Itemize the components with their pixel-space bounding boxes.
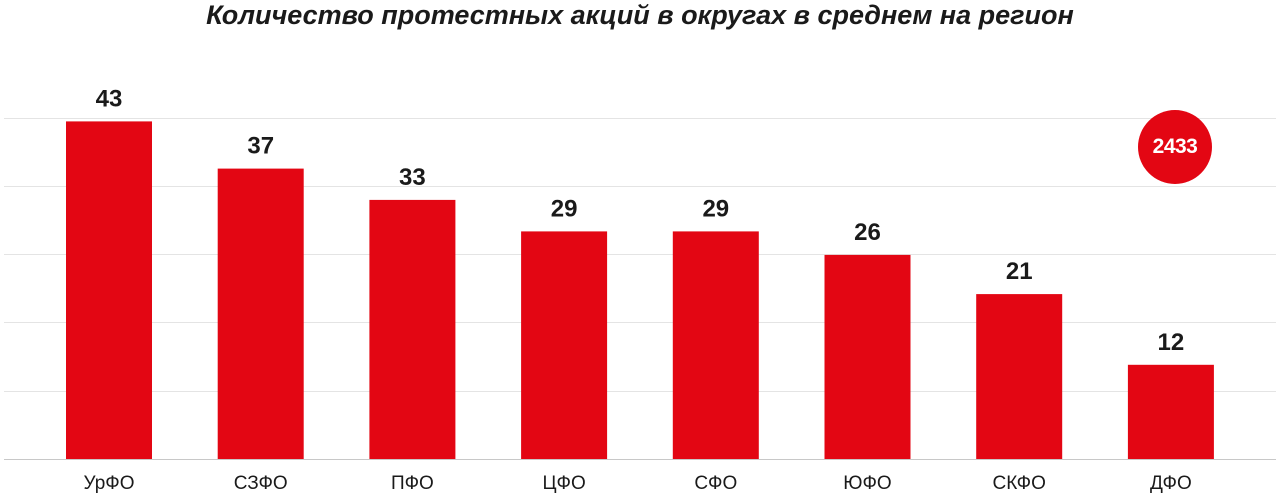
data-label-0: 43 <box>96 85 123 112</box>
chart-title: Количество протестных акций в округах в … <box>206 0 1074 30</box>
bar-4 <box>672 231 759 459</box>
data-label-4: 29 <box>702 195 729 222</box>
data-labels: 43 37 33 29 29 26 21 12 <box>96 85 1185 355</box>
x-tick-label-3: ЦФО <box>542 473 585 494</box>
bar-6 <box>976 294 1063 459</box>
data-label-3: 29 <box>551 195 578 222</box>
total-count-badge: 2433 <box>1138 110 1212 184</box>
data-label-1: 37 <box>247 133 274 160</box>
bars <box>66 121 1214 460</box>
x-tick-label-0: УрФО <box>83 473 134 494</box>
x-tick-label-7: ДФО <box>1150 473 1192 494</box>
bar-2 <box>369 199 456 459</box>
bar-7 <box>1127 364 1214 459</box>
data-label-7: 12 <box>1158 329 1185 356</box>
x-tick-label-1: СЗФО <box>234 473 288 494</box>
x-tick-label-2: ПФО <box>391 473 434 494</box>
data-label-5: 26 <box>854 219 881 246</box>
x-tick-label-6: СКФО <box>993 473 1046 494</box>
data-label-2: 33 <box>399 164 426 191</box>
gridlines <box>4 118 1276 460</box>
x-tick-labels: УрФО СЗФО ПФО ЦФО СФО ЮФО СКФО ДФО <box>83 473 1191 494</box>
x-tick-label-4: СФО <box>694 473 737 494</box>
bar-5 <box>824 254 911 459</box>
bar-0 <box>66 121 152 460</box>
bar-3 <box>521 231 608 459</box>
bar-1 <box>217 168 304 459</box>
data-label-6: 21 <box>1006 258 1033 285</box>
x-tick-label-5: ЮФО <box>843 473 891 494</box>
